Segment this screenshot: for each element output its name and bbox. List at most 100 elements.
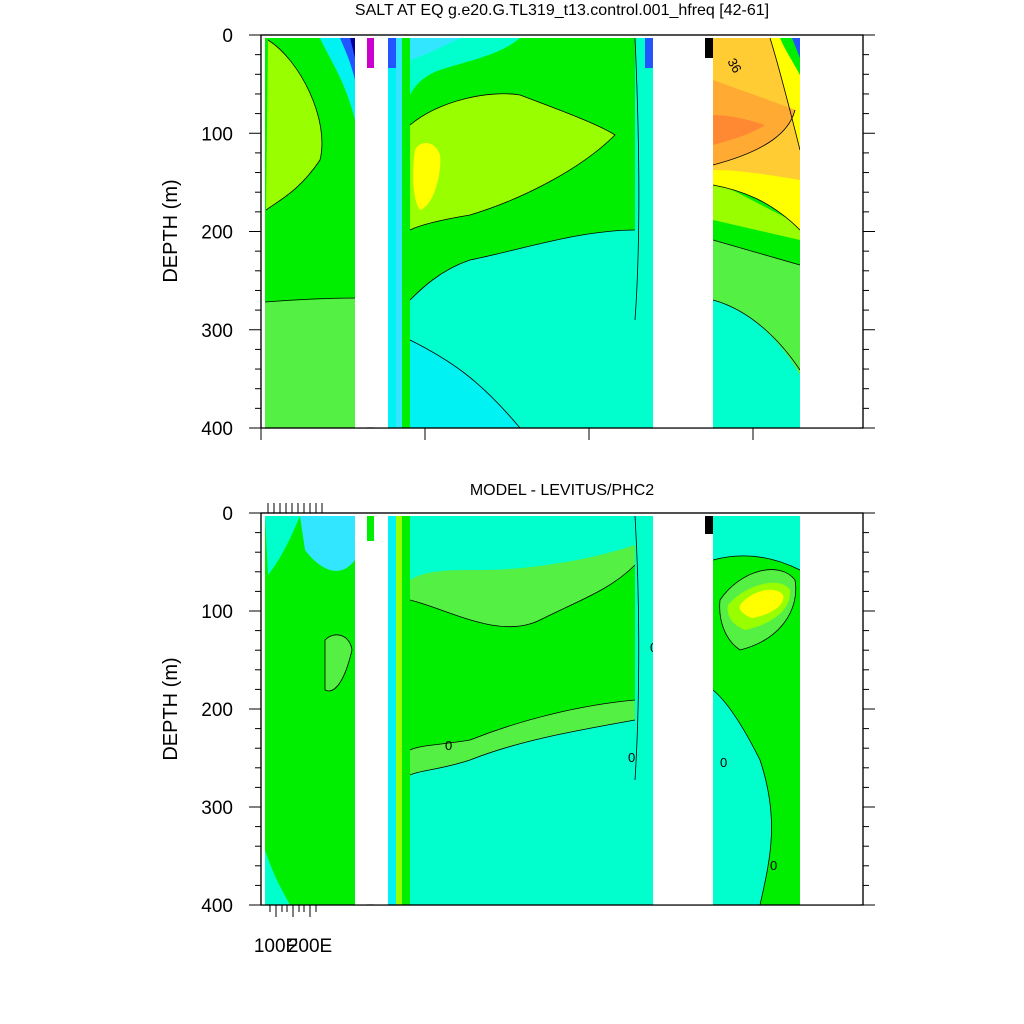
bottom-contour-5 <box>712 689 772 906</box>
top-basin-west-fresh <box>340 38 355 80</box>
top-strait-a <box>388 38 396 428</box>
bottom-land-4 <box>800 516 860 905</box>
top-contour-10 <box>769 37 801 151</box>
bottom-land-2 <box>374 516 388 905</box>
top-basin-central-surface2 <box>410 38 460 60</box>
top-contour-11 <box>634 37 640 321</box>
top-basin-east-mid <box>713 240 800 375</box>
top-contour-7 <box>712 239 801 266</box>
top-basin-east-darkorange <box>713 115 765 145</box>
y-tick-label: 200 <box>201 700 233 721</box>
top-contour-6 <box>712 299 801 371</box>
y-tick-label: 300 <box>201 321 233 342</box>
top-strait-c <box>402 38 410 428</box>
bottom-basin-west-deep <box>265 850 290 905</box>
bottom-basin-west-cyan <box>300 516 355 571</box>
bottom-basin-east-edge <box>705 516 713 534</box>
bottom-contour-label-0: 0 <box>720 755 727 770</box>
bottom-basin-east-yellow <box>739 589 784 618</box>
bottom-contour-7 <box>634 515 640 781</box>
top-contour-9 <box>712 109 796 166</box>
top-basin-west-high <box>266 40 322 210</box>
bottom-basin-east-top <box>713 516 800 570</box>
top-basin-east-deep <box>713 300 800 428</box>
bottom-strait-b <box>388 516 396 905</box>
top-basin-west-deep <box>265 298 355 428</box>
y-tick-label: 400 <box>201 896 233 917</box>
bottom-contour-4 <box>712 555 801 571</box>
bottom-basin-west-fill <box>265 516 355 905</box>
top-land-1 <box>355 38 367 428</box>
bottom-panel-plot-area: 0 0 0 0 0 <box>265 515 801 906</box>
top-land-6 <box>705 58 713 428</box>
y-tick-label: 300 <box>201 798 233 819</box>
bottom-panel-y-axis: 0 100 200 300 400 <box>201 504 875 917</box>
bottom-contour-label-0: 0 <box>770 858 777 873</box>
bottom-contour-6 <box>719 569 797 651</box>
bottom-basin-central-east <box>635 516 653 905</box>
top-basin-central-ygreen <box>410 93 615 230</box>
bottom-strait-d <box>402 516 410 905</box>
bottom-panel: MODEL - LEVITUS/PHC2 <box>160 482 875 957</box>
top-panel: SALT AT EQ g.e20.G.TL319_t13.control.001… <box>160 2 875 440</box>
y-tick-label: 200 <box>201 223 233 244</box>
bottom-x-tick-label-200E: 200E <box>288 936 332 957</box>
bottom-panel-title: MODEL - LEVITUS/PHC2 <box>470 482 654 499</box>
top-contour-4 <box>409 229 636 301</box>
bottom-basin-west-aqua <box>265 516 300 575</box>
bottom-panel-x-ticks: 100E 200E <box>254 503 332 957</box>
top-basin-central-deep <box>410 340 520 428</box>
bottom-contour-1 <box>409 719 636 776</box>
land-masks <box>262 38 860 905</box>
bottom-basin-central-green <box>410 565 635 750</box>
top-panel-x-ticks <box>260 428 754 440</box>
top-panel-plot-area: 36 <box>264 37 801 429</box>
top-contour-label-36: 36 <box>725 55 745 75</box>
y-tick-label: 0 <box>222 26 233 47</box>
top-strait-b <box>396 38 402 428</box>
bottom-strait-c <box>396 516 402 905</box>
bottom-contour-label-0: 0 <box>445 738 452 753</box>
top-panel-ylabel: DEPTH (m) <box>160 179 182 282</box>
top-land-5 <box>262 38 265 428</box>
top-basin-west-low <box>320 38 355 120</box>
bottom-basin-west-lg <box>325 634 352 691</box>
top-contour-8 <box>712 184 801 231</box>
bottom-land-5 <box>262 516 265 905</box>
bottom-panel-ylabel: DEPTH (m) <box>160 657 182 760</box>
bottom-land-1 <box>355 516 367 905</box>
top-land-2 <box>374 38 388 428</box>
y-tick-label: 0 <box>222 504 233 525</box>
bottom-contour-2 <box>409 699 636 751</box>
top-panel-frame-overlay <box>260 34 864 429</box>
top-contour-2 <box>265 39 323 211</box>
bottom-land-6 <box>705 534 713 905</box>
top-basin-east-freshest <box>792 38 800 58</box>
bottom-basin-central-top <box>410 516 635 580</box>
bottom-panel-frame-overlay <box>260 512 864 906</box>
y-tick-label: 400 <box>201 419 233 440</box>
top-basin-central-surface <box>410 38 520 95</box>
bottom-contour-8 <box>324 634 353 692</box>
y-tick-label: 100 <box>201 602 233 623</box>
top-strait-d <box>388 38 396 68</box>
top-contour-3 <box>409 93 616 231</box>
top-basin-central-eastedge <box>645 38 653 68</box>
top-basin-central-east <box>635 38 653 428</box>
bottom-strait-a <box>367 516 374 541</box>
bottom-contour-label-0: 0 <box>628 750 635 765</box>
top-panel-title: SALT AT EQ g.e20.G.TL319_t13.control.001… <box>355 2 769 19</box>
top-contour-5 <box>409 339 521 429</box>
top-strait-magenta <box>367 38 374 68</box>
bottom-land-3 <box>653 516 705 905</box>
y-tick-label: 100 <box>201 124 233 145</box>
top-basin-central-yellow <box>413 143 441 210</box>
top-basin-west-freshest <box>350 38 356 62</box>
top-contour-1 <box>264 297 356 303</box>
top-land-4 <box>800 38 860 428</box>
top-basin-east-edge <box>705 38 713 58</box>
top-basin-east-fresh <box>780 38 800 75</box>
bottom-contour-3 <box>409 564 636 628</box>
top-land-3 <box>653 38 705 428</box>
